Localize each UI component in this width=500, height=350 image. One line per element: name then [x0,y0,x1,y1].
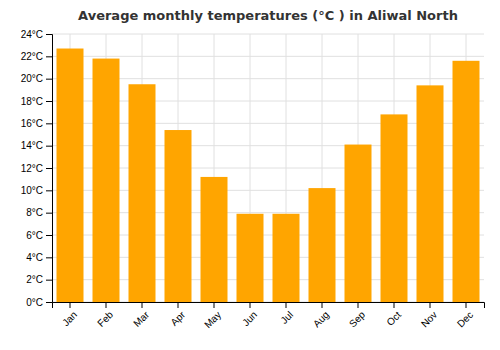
tick-label: Nov [419,309,439,329]
tick-mark [46,235,52,236]
tick-mark [46,101,52,102]
bar [237,214,264,302]
title: Average monthly temperatures (°C ) in Al… [78,8,458,23]
tick: 2°C [26,274,52,285]
tick: Nov [419,302,439,329]
tick: Aug [311,302,331,329]
tick-label: Mar [131,309,151,329]
tick-label: Feb [95,309,115,329]
bars [57,49,480,302]
tick-mark [46,257,52,258]
tick-label: Oct [384,309,403,328]
tick-label: 0°C [26,297,43,308]
bar [453,61,480,302]
tick-label: 2°C [26,274,43,285]
tick-mark [214,302,215,308]
tick-label: 8°C [26,207,43,218]
tick: Jul [278,302,295,326]
tick: 0°C [26,297,52,308]
tick-mark [466,302,467,308]
tick-mark [46,302,52,303]
tick-mark [46,190,52,191]
tick: Feb [95,302,115,329]
tick: 6°C [26,230,52,241]
bar [381,114,408,302]
tick-label: 24°C [21,29,43,40]
bar [273,214,300,302]
bar [201,177,228,302]
tick: 14°C [21,140,52,151]
tick-label: Aug [311,309,331,329]
tick-mark [178,302,179,308]
plot: 0°C 2°C 4°C 6°C 8°C 10°C 12°C 14°C 16°C 18°C 20°C 2… [21,29,485,331]
tick-label: Apr [168,309,187,328]
tick: Dec [455,302,475,329]
axis-line [53,303,485,309]
tick-label: 14°C [21,140,43,151]
tick-label: 16°C [21,118,43,129]
bar [129,84,156,302]
tick-mark [46,146,52,147]
tick-label: 6°C [26,230,43,241]
axis-line [46,35,53,303]
chart: 0°C 2°C 4°C 6°C 8°C 10°C 12°C 14°C 16°C 18°C 20°C 2… [0,0,500,350]
tick-label: Sep [347,309,368,330]
bar [417,85,444,302]
tick-label: May [202,309,223,330]
tick-label: Jun [240,309,259,328]
tick-mark [46,79,52,80]
tick: May [202,302,223,330]
tick-mark [106,302,107,308]
tick-mark [286,302,287,308]
tick-mark [322,302,323,308]
tick: 24°C [21,29,52,40]
tick-label: Dec [455,309,475,329]
tick: 4°C [26,252,52,263]
tick: Jan [60,302,79,328]
tick-mark [430,302,431,308]
tick-label: Jan [60,309,79,328]
y-axis: 0°C 2°C 4°C 6°C 8°C 10°C 12°C 14°C 16°C 18°C 20°C 2… [21,29,53,308]
tick-mark [46,168,52,169]
grid [52,34,484,302]
tick-mark [358,302,359,308]
tick-mark [46,280,52,281]
bar [93,59,120,302]
tick-mark [46,56,52,57]
tick: 16°C [21,118,52,129]
tick-label: 4°C [26,252,43,263]
bar [309,188,336,302]
tick-mark [142,302,143,308]
tick-mark [70,302,71,308]
bar [57,49,84,302]
bar [345,145,372,302]
tick-mark [250,302,251,308]
tick: Jun [240,302,259,328]
tick: 10°C [21,185,52,196]
x-axis: Jan Feb Mar Apr May Jun Jul Aug Sep Oct Nov Dec [53,302,485,330]
tick: Apr [168,302,187,328]
tick-label: 18°C [21,96,43,107]
tick-label: 20°C [21,73,43,84]
grid-line [52,34,484,35]
tick-label: Jul [278,309,295,326]
tick-mark [46,123,52,124]
tick-label: 12°C [21,163,43,174]
tick-mark [394,302,395,308]
tick-label: 10°C [21,185,43,196]
tick: 18°C [21,96,52,107]
tick-mark [46,213,52,214]
tick: 22°C [21,51,52,62]
tick: 8°C [26,207,52,218]
grid-line [52,56,484,57]
bar [165,130,192,302]
tick: 12°C [21,163,52,174]
tick-mark [46,34,52,35]
tick: Mar [131,302,151,329]
tick-label: 22°C [21,51,43,62]
tick: 20°C [21,73,52,84]
tick: Oct [384,302,403,328]
tick: Sep [347,302,368,329]
